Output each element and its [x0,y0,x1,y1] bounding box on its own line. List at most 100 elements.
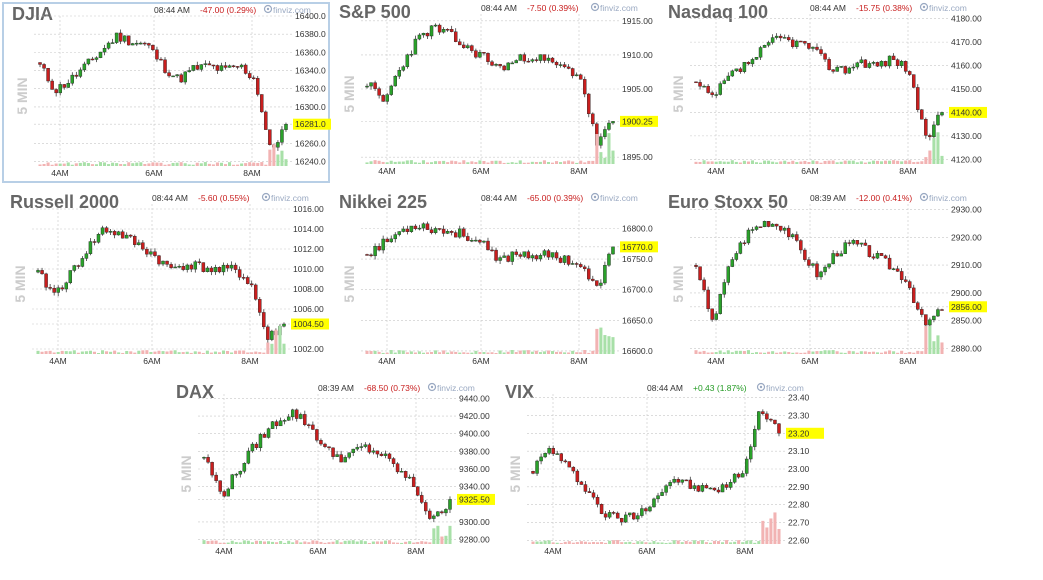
y-tick-label: 1905.00 [622,84,653,94]
volume-bar [571,542,575,544]
volume-bar [417,162,421,164]
volume-bar [746,161,750,164]
candle [290,409,295,418]
y-tick-label: 9300.00 [459,517,490,527]
volume-bar [242,350,246,354]
candle [94,57,99,60]
candle [920,109,924,120]
volume-bar [206,541,210,544]
volume-bar [217,352,221,354]
candle [547,448,551,454]
chart-panel[interactable]: Nasdaq 100 08:44 AM -15.75 (0.38%) finviz.c… [660,2,988,183]
chart-panel[interactable]: Euro Stoxx 50 08:39 AM -12.00 (0.41%) finvi… [660,192,988,373]
chart-panel[interactable]: VIX 08:44 AM +0.43 (1.87%) finviz.com 5 MIN 2… [497,382,825,563]
candle [632,512,636,520]
candle [425,223,430,230]
candle [74,74,79,77]
candle [159,58,163,61]
change-text: -7.50 (0.39%) [527,3,579,13]
candle [230,474,234,490]
volume-bar [98,162,103,166]
finviz-logo-icon[interactable] [919,192,929,202]
volume-bar [879,161,884,164]
volume-bar [466,162,470,164]
volume-bar [783,351,787,354]
volume-bar [355,541,359,544]
finviz-logo-icon[interactable] [756,382,766,392]
chart-title: DAX [176,382,214,402]
candle [891,55,896,60]
volume-bar [131,163,135,166]
volume-bar [215,162,219,166]
x-tick-label: 4AM [378,356,395,366]
candle [385,94,389,102]
source-link[interactable]: finviz.com [437,383,475,393]
volume-bar [295,540,299,544]
y-tick-label: 1016.00 [293,204,324,214]
candle [393,76,397,87]
volume-bar [734,350,738,354]
candle [538,255,543,260]
source-link[interactable]: finviz.com [271,193,309,203]
chart-panel[interactable]: Russell 2000 08:44 AM -5.60 (0.55%) finviz.… [2,192,330,373]
candle [401,228,406,232]
x-tick-label: 6AM [143,356,160,366]
y-tick-label: 2920.00 [951,232,982,242]
volume-bar [143,163,147,166]
chart-panel[interactable]: Nikkei 225 08:44 AM -65.00 (0.39%) finviz.c… [331,192,659,373]
candle [694,265,698,267]
source-link[interactable]: finviz.com [929,3,967,13]
volume-bar [92,351,96,354]
candle [379,453,384,456]
chart-panel[interactable]: S&P 500 08:44 AM -7.50 (0.39%) finviz.com 5 … [331,2,659,183]
y-tick-label: 9340.00 [459,482,490,492]
chart-panel[interactable]: DJIA 08:44 AM -47.00 (0.29%) finviz.com 5 MI… [2,2,331,183]
candle [502,65,506,71]
volume-bar [163,164,167,166]
finviz-logo-icon [430,385,434,389]
chart-title: VIX [505,382,534,402]
candle [110,42,115,44]
candle [453,31,458,42]
volume-bar [167,164,171,166]
volume-bar [363,541,367,544]
volume-bar [835,162,839,164]
volume-bar [96,352,101,354]
finviz-logo-icon[interactable] [590,2,600,12]
candle [803,41,807,44]
volume-bar [327,542,331,544]
candle [746,229,751,244]
candle [401,66,406,71]
finviz-logo-icon[interactable] [427,382,437,392]
candle [777,423,781,434]
volume-bar [283,542,287,544]
volume-bar [250,542,254,544]
chart-panel[interactable]: DAX 08:39 AM -68.50 (0.73%) finviz.com 5 MIN… [168,382,496,563]
finviz-logo-icon[interactable] [590,192,600,202]
y-tick-label: 4130.00 [951,131,982,141]
volume-bar [64,351,68,354]
interval-label: 5 MIN [14,77,30,114]
candle [52,287,56,293]
source-link[interactable]: finviz.com [766,383,804,393]
candle [254,443,259,448]
source-link[interactable]: finviz.com [929,193,967,203]
volume-bar [924,157,928,164]
source-link[interactable]: finviz.com [273,5,311,15]
source-link[interactable]: finviz.com [600,193,638,203]
finviz-logo-icon[interactable] [261,192,271,202]
source-link[interactable]: finviz.com [600,3,638,13]
volume-bar [900,350,904,354]
candle [744,458,749,474]
candle [391,458,396,464]
finviz-logo-icon[interactable] [919,2,929,12]
volume-bar [526,162,530,164]
volume-bar [123,164,127,166]
finviz-logo-icon[interactable] [263,4,273,14]
volume-bar [271,541,275,544]
candle [383,453,388,456]
candle [478,52,482,58]
finviz-logo-icon [919,2,929,12]
candle [98,51,103,58]
volume-bar [60,350,64,354]
